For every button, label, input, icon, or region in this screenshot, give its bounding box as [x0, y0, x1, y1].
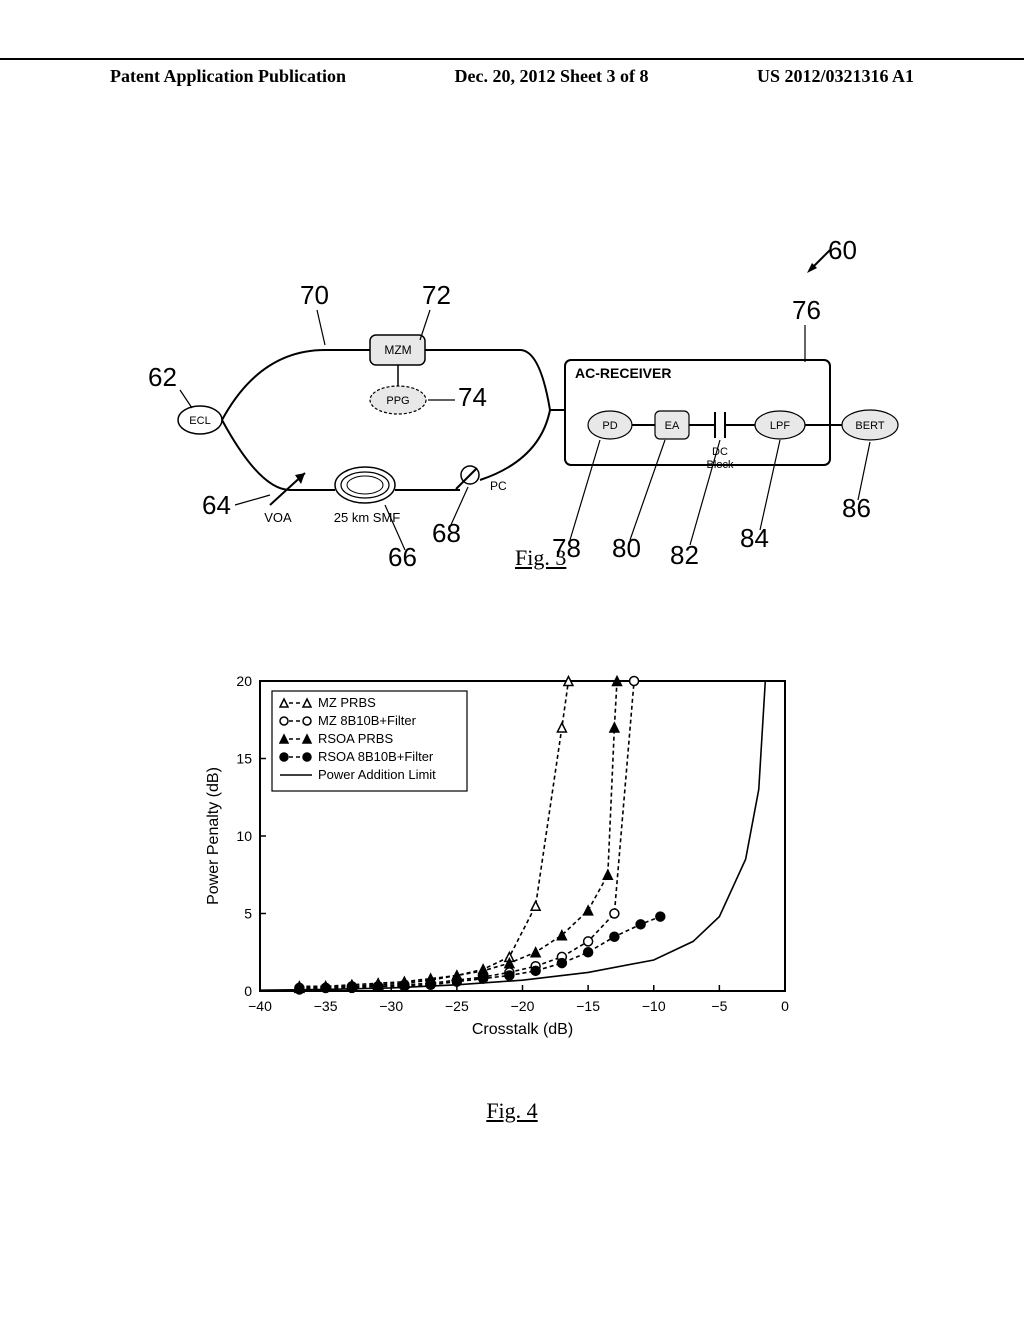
- figure-4: −40 −35 −30 −25 −20 −15 −10 −5 0 0 5 10 15 20 Crosstal…: [200, 666, 800, 1046]
- svg-text:Power Penalty (dB): Power Penalty (dB): [205, 767, 222, 905]
- lpf-label: LPF: [770, 420, 790, 432]
- ref-82: 82: [670, 540, 699, 571]
- svg-text:MZ PRBS: MZ PRBS: [318, 695, 376, 710]
- ref-80: 80: [612, 533, 641, 564]
- ref-70: 70: [300, 280, 329, 311]
- ref-68: 68: [432, 518, 461, 549]
- svg-text:Crosstalk (dB): Crosstalk (dB): [472, 1021, 573, 1038]
- ref-64: 64: [202, 490, 231, 521]
- ref-62: 62: [148, 362, 177, 393]
- ref-76: 76: [792, 295, 821, 326]
- svg-text:−20: −20: [511, 998, 535, 1014]
- ppg-label: PPG: [386, 395, 409, 407]
- ref-74: 74: [458, 382, 487, 413]
- figure-4-svg: −40 −35 −30 −25 −20 −15 −10 −5 0 0 5 10 15 20 Crosstal…: [200, 666, 800, 1046]
- svg-text:−5: −5: [711, 998, 727, 1014]
- patent-header: Patent Application Publication Dec. 20, …: [0, 58, 1024, 87]
- figure-3: ECL MZM PPG VOA 25 km SMF PC AC-RECEIVER…: [170, 290, 870, 590]
- bert-label: BERT: [855, 420, 884, 432]
- ref-66: 66: [388, 542, 417, 573]
- voa-label: VOA: [264, 510, 292, 525]
- header-center: Dec. 20, 2012 Sheet 3 of 8: [455, 60, 649, 87]
- svg-text:MZ 8B10B+Filter: MZ 8B10B+Filter: [318, 713, 417, 728]
- ref-72: 72: [422, 280, 451, 311]
- ecl-label: ECL: [189, 415, 210, 427]
- svg-text:RSOA PRBS: RSOA PRBS: [318, 731, 393, 746]
- pc-label: PC: [490, 479, 507, 493]
- fig4-caption: Fig. 4: [0, 1098, 1024, 1124]
- svg-text:5: 5: [244, 906, 252, 922]
- svg-text:10: 10: [236, 828, 252, 844]
- fig3-caption: Fig. 3: [515, 545, 566, 571]
- header-left: Patent Application Publication: [110, 60, 346, 87]
- svg-text:−25: −25: [445, 998, 469, 1014]
- ea-label: EA: [665, 420, 680, 432]
- header-right: US 2012/0321316 A1: [757, 60, 914, 87]
- svg-text:−40: −40: [248, 998, 272, 1014]
- svg-text:−15: −15: [576, 998, 600, 1014]
- svg-text:RSOA 8B10B+Filter: RSOA 8B10B+Filter: [318, 749, 434, 764]
- svg-text:0: 0: [244, 983, 252, 999]
- svg-text:0: 0: [781, 998, 789, 1014]
- svg-text:−30: −30: [379, 998, 403, 1014]
- svg-text:−35: −35: [314, 998, 338, 1014]
- ref-60: 60: [828, 235, 857, 266]
- ref-84: 84: [740, 523, 769, 554]
- svg-text:20: 20: [236, 673, 252, 689]
- svg-text:15: 15: [236, 751, 252, 767]
- pd-label: PD: [602, 420, 617, 432]
- dc-label1: DC: [712, 446, 728, 458]
- dc-label2: Block: [707, 459, 734, 471]
- ref-86: 86: [842, 493, 871, 524]
- ac-receiver-label: AC-RECEIVER: [575, 365, 671, 381]
- svg-text:Power Addition Limit: Power Addition Limit: [318, 767, 436, 782]
- mzm-label: MZM: [384, 343, 411, 357]
- svg-text:−10: −10: [642, 998, 666, 1014]
